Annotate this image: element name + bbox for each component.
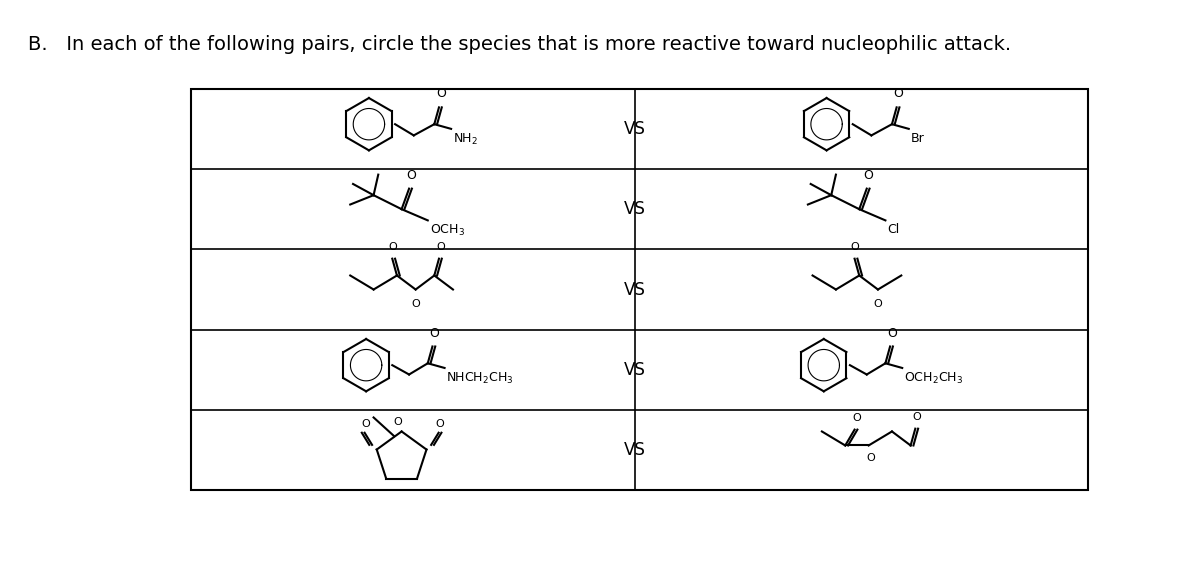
Text: O: O [894, 87, 904, 100]
Bar [192, 89, 1088, 490]
Text: O: O [436, 87, 445, 100]
Text: O: O [887, 327, 896, 340]
Text: OCH$_2$CH$_3$: OCH$_2$CH$_3$ [904, 371, 964, 386]
Text: O: O [866, 453, 875, 463]
Text: O: O [913, 412, 922, 422]
Text: O: O [874, 299, 882, 309]
Text: O: O [394, 417, 402, 427]
Text: O: O [361, 419, 370, 429]
Text: VS: VS [624, 361, 646, 379]
Text: B.   In each of the following pairs, circle the species that is more reactive to: B. In each of the following pairs, circl… [28, 34, 1012, 54]
Text: VS: VS [624, 200, 646, 218]
Text: NHCH$_2$CH$_3$: NHCH$_2$CH$_3$ [446, 371, 514, 386]
Text: O: O [406, 169, 416, 182]
Text: O: O [430, 327, 439, 340]
Text: O: O [437, 242, 445, 252]
Text: VS: VS [624, 280, 646, 298]
Text: VS: VS [624, 120, 646, 138]
Text: OCH$_3$: OCH$_3$ [430, 223, 464, 238]
Text: O: O [388, 242, 397, 252]
Text: Br: Br [911, 132, 924, 145]
Text: O: O [436, 419, 444, 429]
Text: O: O [412, 299, 420, 309]
Text: Cl: Cl [887, 223, 900, 236]
Text: NH$_2$: NH$_2$ [452, 132, 478, 147]
Text: O: O [851, 242, 859, 252]
Text: O: O [852, 413, 860, 423]
Text: VS: VS [624, 441, 646, 459]
Text: O: O [864, 169, 874, 182]
